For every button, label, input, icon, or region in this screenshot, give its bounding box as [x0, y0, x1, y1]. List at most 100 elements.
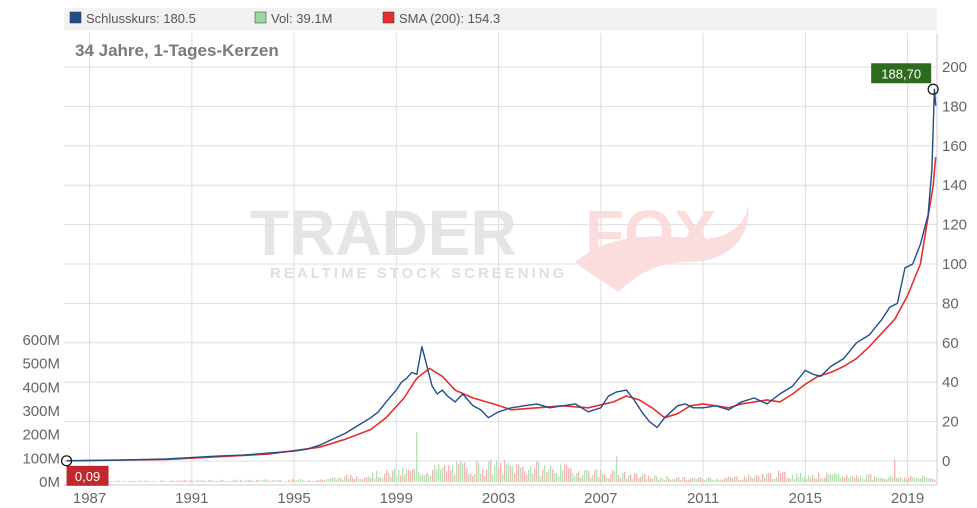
volume-bar — [530, 466, 532, 482]
volume-bar — [410, 471, 412, 482]
volume-bar — [378, 476, 380, 482]
volume-bar — [846, 475, 848, 482]
volume-bar — [254, 481, 256, 482]
volume-bar — [348, 478, 350, 482]
volume-bar — [112, 481, 114, 482]
volume-bar — [486, 469, 488, 482]
volume-bar — [590, 477, 592, 482]
volume-bar — [468, 474, 470, 482]
volume-bar — [244, 481, 246, 482]
volume-bar — [266, 479, 268, 482]
volume-bar — [442, 467, 444, 482]
volume-bar — [470, 473, 472, 482]
volume-bar — [912, 476, 914, 482]
volume-bar — [368, 476, 370, 482]
x-tick-label: 1987 — [73, 490, 106, 507]
volume-bar — [670, 479, 672, 482]
volume-bar — [538, 461, 540, 482]
volume-bar — [318, 480, 320, 482]
watermark-trader: TRADER — [250, 197, 517, 269]
volume-bar — [508, 463, 510, 482]
volume-bar — [772, 479, 774, 482]
volume-bar — [434, 465, 436, 482]
volume-bar — [758, 476, 760, 482]
volume-bar — [726, 477, 728, 482]
volume-bar — [708, 477, 710, 482]
volume-bar — [860, 475, 862, 482]
volume-bar — [438, 463, 440, 482]
volume-bar — [178, 480, 180, 482]
volume-bar — [668, 478, 670, 482]
volume-bar — [172, 480, 174, 482]
volume-bar — [660, 477, 662, 482]
volume-bar — [880, 478, 882, 482]
volume-bar — [162, 480, 164, 482]
volume-bar — [830, 473, 832, 482]
volume-bar — [794, 479, 796, 482]
volume-bar — [692, 477, 694, 482]
volume-bar — [566, 464, 568, 482]
plot-area — [64, 33, 937, 485]
volume-bar — [894, 459, 896, 482]
volume-bar — [140, 480, 142, 482]
volume-bar — [684, 477, 686, 482]
volume-bar — [516, 464, 518, 482]
volume-bar — [614, 471, 616, 482]
volume-bar — [390, 477, 392, 482]
volume-bar — [142, 481, 144, 482]
volume-bar — [150, 481, 152, 482]
volume-bar — [426, 472, 428, 482]
volume-bar — [228, 481, 230, 482]
volume-bar — [878, 477, 880, 482]
volume-bar — [256, 479, 258, 482]
volume-bar — [196, 479, 198, 482]
volume-bar — [380, 477, 382, 482]
volume-bar — [488, 461, 490, 482]
volume-bar — [828, 474, 830, 482]
volume-bar — [164, 480, 166, 482]
volume-bar — [312, 480, 314, 482]
volume-bar — [282, 481, 284, 482]
volume-bar — [882, 477, 884, 482]
volume-bar — [696, 479, 698, 482]
volume-bar — [600, 469, 602, 482]
volume-bar — [320, 479, 322, 482]
volume-bar — [854, 478, 856, 482]
volume-bar — [490, 459, 492, 482]
volume-bar — [622, 472, 624, 482]
volume-bar — [248, 480, 250, 482]
volume-bar — [286, 481, 288, 482]
volume-bar — [454, 474, 456, 482]
price-tick-label: 20 — [942, 414, 959, 431]
price-tick-label: 140 — [942, 177, 967, 194]
x-tick-label: 1999 — [380, 490, 413, 507]
volume-bar — [818, 472, 820, 482]
volume-bar — [608, 478, 610, 482]
volume-bar — [780, 473, 782, 482]
volume-tick-label: 200M — [22, 427, 60, 444]
volume-bar — [850, 476, 852, 482]
volume-bar — [646, 479, 648, 482]
volume-bar — [458, 463, 460, 482]
volume-bar — [816, 478, 818, 482]
volume-bar — [414, 469, 416, 482]
volume-bar — [546, 472, 548, 482]
low-marker: 0,09 — [60, 455, 109, 486]
volume-bar — [806, 479, 808, 482]
volume-bar — [128, 481, 130, 482]
volume-bar — [310, 480, 312, 482]
high-badge — [871, 63, 932, 84]
volume-bar — [674, 479, 676, 482]
volume-bar — [558, 476, 560, 482]
volume-bar — [908, 477, 910, 482]
volume-bar — [514, 473, 516, 482]
volume-bar — [276, 480, 278, 482]
volume-bar — [420, 475, 422, 482]
volume-bar — [896, 478, 898, 482]
volume-bar — [186, 480, 188, 482]
volume-bar — [610, 474, 612, 482]
volume-bar — [542, 469, 544, 482]
volume-bar — [518, 464, 520, 482]
volume-bar — [344, 476, 346, 482]
volume-bar — [564, 463, 566, 482]
